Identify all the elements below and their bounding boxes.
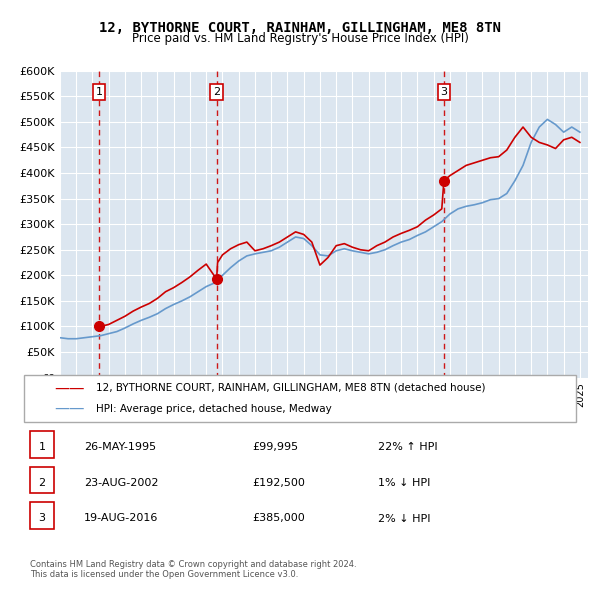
Text: 3: 3 [440,87,448,97]
Text: ——: —— [54,401,85,416]
Text: £99,995: £99,995 [252,442,298,452]
Text: 26-MAY-1995: 26-MAY-1995 [84,442,156,452]
Text: Contains HM Land Registry data © Crown copyright and database right 2024.
This d: Contains HM Land Registry data © Crown c… [30,560,356,579]
Text: 19-AUG-2016: 19-AUG-2016 [84,513,158,523]
Text: £192,500: £192,500 [252,478,305,488]
Text: 2: 2 [213,87,220,97]
Text: 23-AUG-2002: 23-AUG-2002 [84,478,158,488]
Text: 2% ↓ HPI: 2% ↓ HPI [378,513,431,523]
Text: £385,000: £385,000 [252,513,305,523]
Text: 12, BYTHORNE COURT, RAINHAM, GILLINGHAM, ME8 8TN (detached house): 12, BYTHORNE COURT, RAINHAM, GILLINGHAM,… [96,383,485,393]
Text: 1% ↓ HPI: 1% ↓ HPI [378,478,430,488]
Text: 3: 3 [38,513,46,523]
Text: 12, BYTHORNE COURT, RAINHAM, GILLINGHAM, ME8 8TN: 12, BYTHORNE COURT, RAINHAM, GILLINGHAM,… [99,21,501,35]
Text: Price paid vs. HM Land Registry's House Price Index (HPI): Price paid vs. HM Land Registry's House … [131,32,469,45]
Text: 22% ↑ HPI: 22% ↑ HPI [378,442,437,452]
Text: HPI: Average price, detached house, Medway: HPI: Average price, detached house, Medw… [96,404,332,414]
Text: 1: 1 [38,442,46,452]
Text: 2: 2 [38,478,46,488]
Text: ——: —— [54,381,85,395]
Text: 1: 1 [95,87,103,97]
